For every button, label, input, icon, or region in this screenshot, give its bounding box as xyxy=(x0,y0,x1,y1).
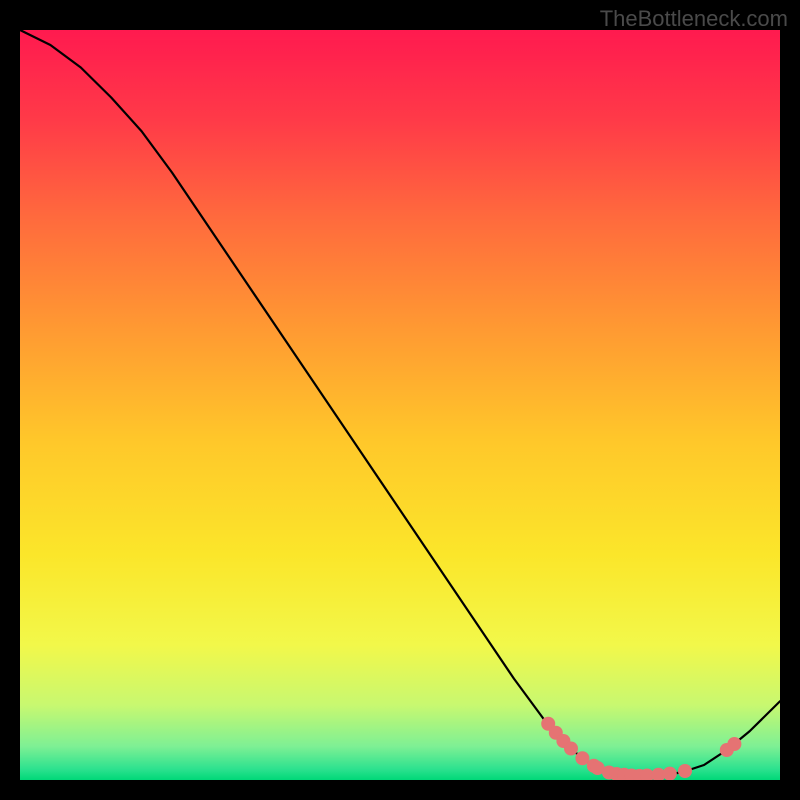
plot-area xyxy=(20,30,780,780)
watermark-text: TheBottleneck.com xyxy=(600,6,788,32)
chart-container: TheBottleneck.com xyxy=(0,0,800,800)
data-marker xyxy=(678,764,692,778)
data-marker xyxy=(663,767,677,780)
data-marker xyxy=(564,742,578,756)
data-marker xyxy=(575,751,589,765)
data-marker xyxy=(727,737,741,751)
gradient-background xyxy=(20,30,780,780)
chart-svg xyxy=(20,30,780,780)
